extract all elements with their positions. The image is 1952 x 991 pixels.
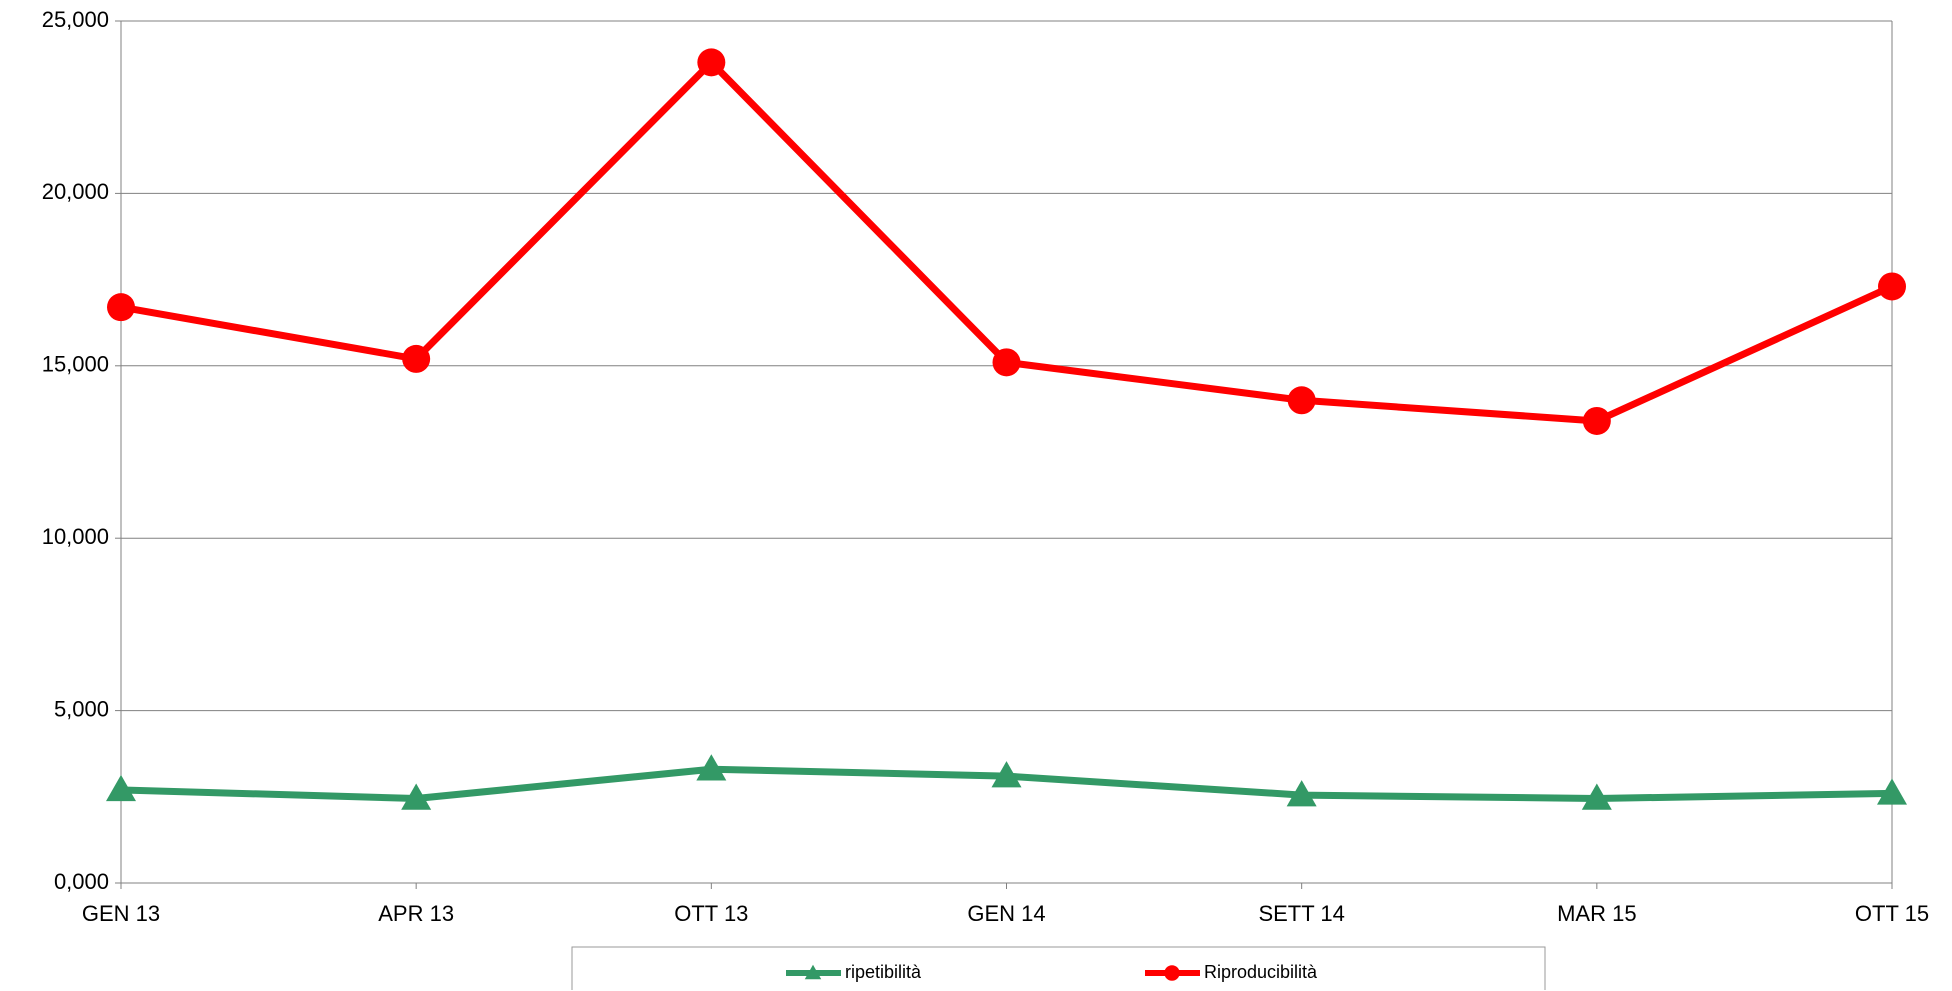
point <box>1286 780 1317 807</box>
legend-marker <box>1164 965 1180 981</box>
point <box>991 761 1022 788</box>
legend-marker <box>804 964 822 980</box>
point <box>1581 783 1612 810</box>
legend-label: ripetibilità <box>845 962 922 982</box>
point <box>401 783 432 810</box>
y-tick-label: 5,000 <box>54 696 109 721</box>
x-tick-label: MAR 15 <box>1557 901 1636 926</box>
point <box>1877 778 1907 805</box>
x-tick-label: GEN 14 <box>967 901 1045 926</box>
point <box>1582 406 1611 435</box>
point <box>992 348 1021 377</box>
x-tick-label: APR 13 <box>378 901 454 926</box>
x-tick-label: GEN 13 <box>82 901 160 926</box>
y-tick-label: 15,000 <box>42 352 109 377</box>
point <box>1878 272 1906 301</box>
point <box>1287 386 1316 415</box>
point <box>106 774 136 802</box>
legend-label: Riproducibilità <box>1204 962 1318 982</box>
y-tick-label: 20,000 <box>42 179 109 204</box>
point <box>402 344 431 373</box>
x-tick-label: OTT 15 <box>1855 901 1929 926</box>
y-tick-label: 0,000 <box>54 869 109 894</box>
legend-box <box>571 946 1546 990</box>
y-tick-label: 10,000 <box>42 524 109 549</box>
point <box>697 48 726 77</box>
x-tick-label: OTT 13 <box>674 901 748 926</box>
point <box>696 754 727 781</box>
y-tick-label: 25,000 <box>42 7 109 32</box>
point <box>107 293 135 322</box>
x-tick-label: SETT 14 <box>1258 901 1344 926</box>
